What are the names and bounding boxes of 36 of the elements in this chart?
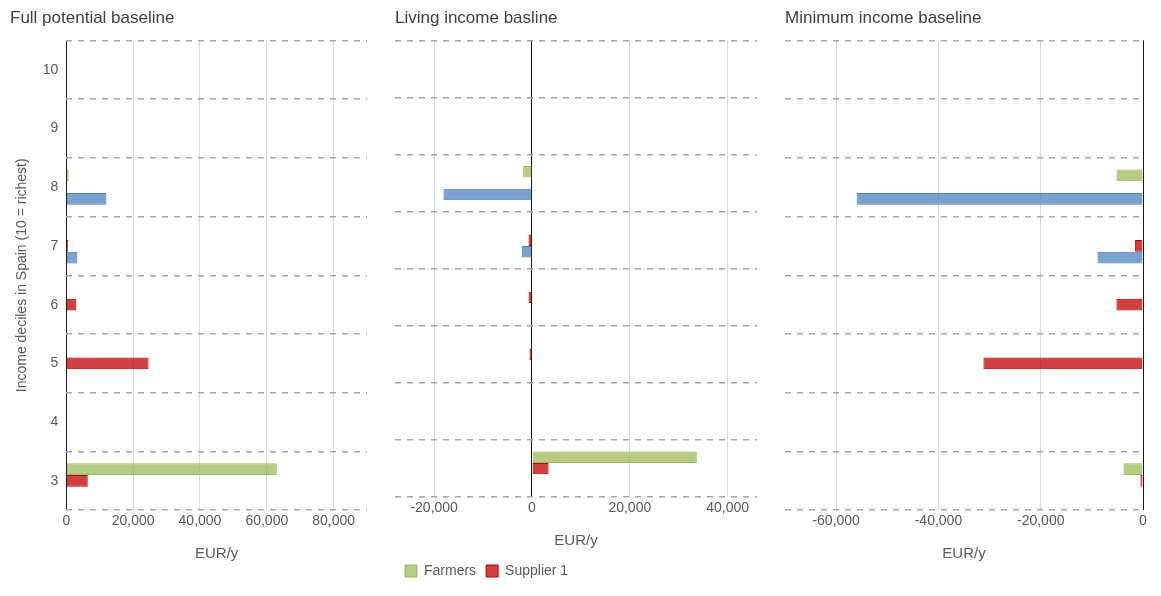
x-axis-title: EUR/y bbox=[942, 544, 987, 562]
x-tick-label: 0 bbox=[528, 499, 537, 516]
x-tick-label: 40,000 bbox=[706, 499, 750, 516]
bar bbox=[66, 358, 148, 369]
x-axis-title: EUR/y bbox=[195, 544, 239, 562]
x-axis-title: EUR/y bbox=[554, 531, 599, 549]
x-tick-label: -60,000 bbox=[812, 512, 861, 529]
bar bbox=[443, 188, 532, 201]
bar bbox=[66, 193, 107, 205]
chart-title: Living income basline bbox=[395, 7, 558, 27]
y-tick-label: 7 bbox=[50, 236, 59, 253]
x-tick-label: 80,000 bbox=[312, 512, 356, 529]
legend-label: Supplier 1 bbox=[505, 561, 569, 578]
x-tick-label: 0 bbox=[1139, 512, 1148, 529]
x-tick-label: 20,000 bbox=[608, 499, 652, 516]
x-tick-label: -40,000 bbox=[914, 512, 963, 529]
y-tick-label: 10 bbox=[42, 60, 59, 77]
y-axis-title: Income deciles in Spain (10 = richest) bbox=[13, 158, 30, 393]
y-tick-label: 9 bbox=[50, 119, 59, 136]
x-tick-label: 40,000 bbox=[178, 512, 222, 529]
bar bbox=[532, 451, 697, 463]
x-tick-label: -20,000 bbox=[1016, 512, 1065, 529]
y-tick-label: 5 bbox=[50, 354, 59, 371]
bar bbox=[66, 463, 277, 475]
y-tick-label: 3 bbox=[50, 471, 59, 488]
chart-title: Minimum income baseline bbox=[785, 7, 982, 27]
x-tick-label: 60,000 bbox=[245, 512, 289, 529]
bar bbox=[66, 474, 88, 487]
y-tick-label: 8 bbox=[50, 178, 59, 195]
chart-title: Full potential baseline bbox=[10, 7, 175, 27]
x-tick-label: 0 bbox=[62, 512, 71, 529]
x-tick-label: -20,000 bbox=[410, 499, 459, 516]
x-tick-label: 20,000 bbox=[111, 512, 155, 529]
legend-label: Farmers bbox=[424, 561, 477, 578]
y-tick-label: 6 bbox=[50, 295, 59, 312]
y-tick-label: 4 bbox=[50, 412, 59, 429]
